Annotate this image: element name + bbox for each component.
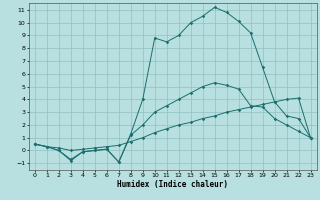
X-axis label: Humidex (Indice chaleur): Humidex (Indice chaleur): [117, 180, 228, 189]
